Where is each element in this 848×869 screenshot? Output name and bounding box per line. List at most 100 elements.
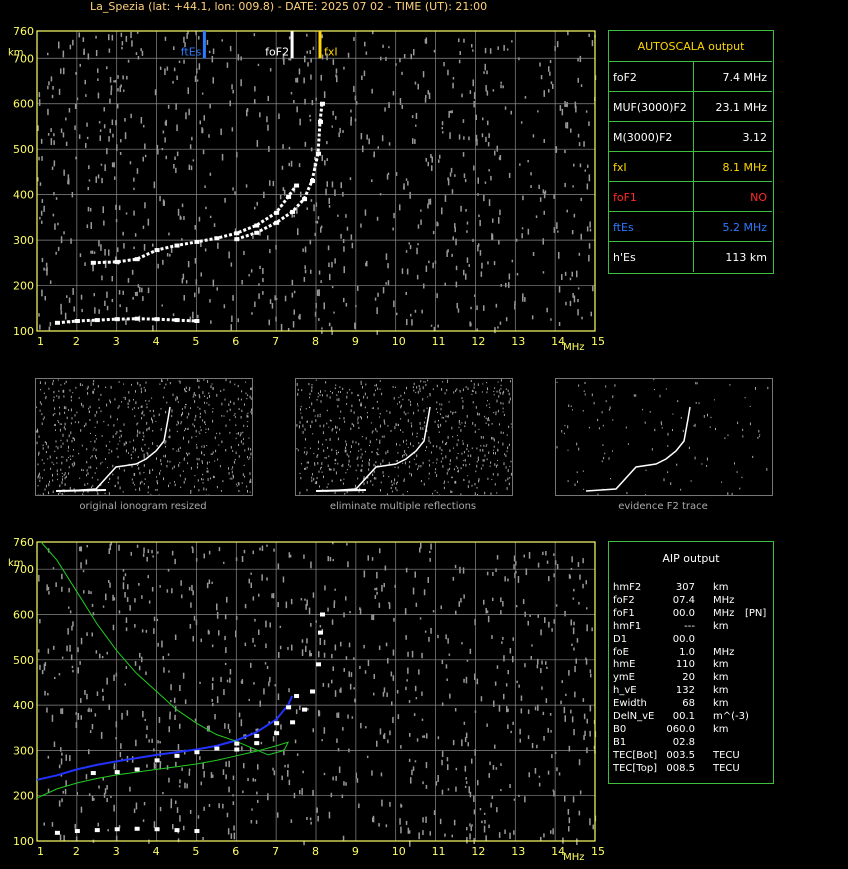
noise-speckle <box>373 470 375 473</box>
noise-speckle <box>695 382 697 385</box>
noise-speckle <box>247 421 249 423</box>
noise-speckle <box>84 690 86 695</box>
noise-speckle <box>204 185 206 188</box>
noise-speckle <box>68 409 69 411</box>
noise-speckle <box>280 323 283 331</box>
noise-speckle <box>164 68 166 76</box>
noise-speckle <box>409 472 411 475</box>
autoscala-row: h'Es 113 km <box>609 241 772 272</box>
noise-speckle <box>383 474 385 477</box>
noise-speckle <box>476 460 478 463</box>
noise-speckle <box>566 122 569 129</box>
noise-speckle <box>207 478 209 481</box>
noise-speckle <box>166 401 168 404</box>
noise-speckle <box>482 383 484 385</box>
noise-speckle <box>481 820 483 824</box>
noise-speckle <box>488 451 490 454</box>
noise-speckle <box>153 628 155 634</box>
noise-speckle <box>543 192 546 199</box>
noise-speckle <box>580 233 582 240</box>
noise-speckle <box>366 396 368 399</box>
noise-speckle <box>371 614 373 620</box>
noise-speckle <box>399 444 401 446</box>
noise-speckle <box>342 463 344 467</box>
noise-speckle <box>192 636 194 642</box>
noise-speckle <box>85 422 87 426</box>
noise-speckle <box>241 482 243 484</box>
noise-speckle <box>112 624 115 631</box>
noise-speckle <box>445 420 447 423</box>
noise-speckle <box>564 610 566 617</box>
noise-speckle <box>391 480 393 483</box>
noise-speckle <box>100 244 102 251</box>
noise-speckle <box>199 426 201 428</box>
noise-speckle <box>563 432 565 435</box>
noise-speckle <box>94 455 96 458</box>
noise-speckle <box>167 653 170 656</box>
noise-speckle <box>468 786 470 794</box>
noise-speckle <box>365 262 367 267</box>
noise-speckle <box>139 652 141 658</box>
noise-speckle <box>437 634 439 639</box>
noise-speckle <box>357 394 359 397</box>
noise-speckle <box>95 438 97 440</box>
noise-speckle <box>284 764 286 768</box>
noise-speckle <box>293 290 296 294</box>
noise-speckle <box>392 649 395 656</box>
noise-speckle <box>579 790 582 795</box>
noise-speckle <box>334 491 336 494</box>
noise-speckle <box>146 764 148 768</box>
noise-speckle <box>578 759 581 766</box>
noise-speckle <box>50 128 52 132</box>
noise-speckle <box>64 428 66 431</box>
noise-speckle <box>193 615 196 621</box>
noise-speckle <box>446 472 448 475</box>
noise-speckle <box>113 763 116 770</box>
noise-speckle <box>407 412 409 414</box>
noise-speckle <box>713 399 715 401</box>
noise-speckle <box>573 588 575 592</box>
noise-speckle <box>468 264 470 267</box>
trace-point <box>154 827 160 832</box>
noise-speckle <box>479 808 482 811</box>
noise-speckle <box>229 408 231 412</box>
noise-speckle <box>304 141 307 147</box>
noise-speckle <box>755 387 756 390</box>
noise-speckle <box>459 423 461 425</box>
noise-speckle <box>222 480 224 483</box>
noise-speckle <box>194 400 196 403</box>
noise-speckle <box>489 761 491 766</box>
noise-speckle <box>527 709 530 714</box>
noise-speckle <box>508 482 510 486</box>
noise-speckle <box>256 140 259 147</box>
noise-speckle <box>103 220 105 226</box>
noise-speckle <box>235 437 237 440</box>
noise-speckle <box>237 482 239 484</box>
aip-cell: 00.0 <box>672 633 695 645</box>
noise-speckle <box>184 477 186 481</box>
noise-speckle <box>180 216 182 220</box>
noise-speckle <box>169 435 171 439</box>
noise-speckle <box>296 383 298 386</box>
noise-speckle <box>374 588 376 591</box>
noise-speckle <box>57 446 59 450</box>
noise-speckle <box>93 391 95 394</box>
divider <box>693 92 694 122</box>
noise-speckle <box>162 259 164 265</box>
noise-speckle <box>556 446 558 449</box>
noise-speckle <box>111 34 114 41</box>
noise-speckle <box>367 412 368 414</box>
noise-speckle <box>201 128 204 134</box>
noise-speckle <box>80 562 82 569</box>
noise-speckle <box>506 48 509 51</box>
noise-speckle <box>482 464 484 467</box>
noise-speckle <box>302 424 304 428</box>
noise-speckle <box>91 455 93 458</box>
noise-speckle <box>591 627 593 632</box>
noise-speckle <box>110 795 112 798</box>
noise-speckle <box>80 429 82 432</box>
noise-speckle <box>397 466 399 469</box>
noise-speckle <box>306 50 308 54</box>
noise-speckle <box>145 381 147 384</box>
noise-speckle <box>586 226 589 232</box>
